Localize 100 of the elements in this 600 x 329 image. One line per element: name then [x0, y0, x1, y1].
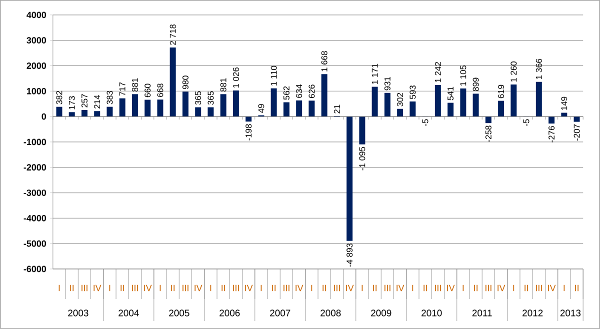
x-tick-label: I — [462, 284, 464, 292]
x-tick-label: IV — [447, 284, 455, 292]
x-tick-label: I — [311, 284, 312, 292]
x-tick-label: III — [384, 284, 390, 292]
x-tick-label: IV — [94, 284, 102, 292]
data-label: 1 026 — [232, 68, 239, 88]
data-label: 980 — [182, 76, 188, 90]
data-label: 365 — [208, 91, 214, 105]
y-tick-label: 0 — [42, 113, 46, 120]
x-tick-label: II — [474, 284, 478, 292]
x-tick-label: II — [575, 284, 578, 292]
text: 2006 — [220, 310, 240, 316]
x-tick-label: III — [132, 284, 138, 292]
data-label: 257 — [81, 94, 88, 108]
x-tick-label: III — [82, 284, 88, 292]
text: 2004 — [118, 310, 139, 316]
x-tick-label: III — [182, 284, 188, 292]
data-label: 717 — [119, 82, 126, 96]
data-label: -1 095 — [359, 146, 366, 170]
text: 2009 — [371, 310, 392, 316]
x-tick-label: IV — [498, 284, 506, 292]
text: 2013 — [560, 310, 581, 316]
text: 2003 — [68, 310, 88, 316]
x-tick-label: II — [322, 284, 326, 292]
text: 2010 — [422, 310, 442, 316]
x-tick-label: III — [334, 284, 340, 292]
x-tick-label: II — [120, 284, 124, 292]
x-tick-label: I — [58, 284, 60, 292]
data-label: 21 — [334, 104, 340, 114]
y-tick-label: 1000 — [27, 88, 46, 94]
x-tick-label: IV — [144, 284, 152, 292]
text: 2007 — [270, 310, 290, 316]
x-tick-label: IV — [245, 284, 253, 292]
data-label: 1 242 — [434, 62, 441, 82]
data-label: 302 — [397, 93, 404, 106]
data-label: 619 — [498, 84, 504, 98]
data-label: 149 — [561, 96, 568, 110]
x-tick-label: IV — [296, 284, 304, 292]
y-tick-label: 3000 — [26, 37, 46, 44]
x-tick-label: II — [524, 284, 528, 292]
x-tick-label: III — [284, 284, 290, 292]
y-tick-label: -2000 — [24, 164, 46, 171]
data-label: 634 — [296, 84, 302, 98]
data-label: 541 — [448, 86, 454, 100]
x-tick-label: III — [435, 284, 441, 292]
x-tick-label: II — [70, 284, 74, 292]
x-tick-label: IV — [396, 284, 404, 292]
data-label: 931 — [384, 77, 390, 90]
text: 2008 — [320, 310, 341, 316]
x-tick-label: I — [109, 284, 110, 292]
x-tick-label: II — [373, 284, 376, 292]
data-label: 899 — [472, 78, 479, 92]
data-label: -198 — [246, 124, 252, 140]
data-label: 881 — [220, 78, 226, 92]
data-label: 173 — [68, 96, 75, 110]
y-tick-label: -6000 — [24, 266, 46, 272]
data-label: 1 668 — [321, 51, 328, 72]
data-label: 382 — [56, 90, 62, 104]
x-tick-label: III — [486, 284, 492, 292]
y-tick-label: -1000 — [24, 138, 46, 146]
text: 2011 — [472, 310, 492, 316]
data-label: 1 260 — [510, 62, 517, 82]
y-tick-label: 2000 — [26, 62, 46, 69]
x-tick-label: I — [210, 284, 212, 292]
y-tick-label: -4000 — [24, 215, 46, 222]
x-tick-label: III — [536, 284, 542, 292]
y-tick-label: -5000 — [24, 240, 46, 247]
x-tick-label: I — [564, 284, 565, 292]
data-label: -5 — [523, 119, 530, 126]
x-tick-label: II — [222, 284, 226, 292]
data-label: 49 — [258, 104, 264, 113]
data-label: 2 718 — [170, 24, 176, 45]
y-tick-label: 4000 — [26, 12, 46, 18]
data-label: 562 — [283, 86, 290, 100]
data-label: 626 — [308, 84, 315, 98]
text: 2005 — [169, 310, 190, 316]
x-tick-label: II — [272, 284, 276, 292]
x-tick-label: II — [171, 284, 175, 292]
data-label: 1 171 — [372, 64, 378, 84]
x-tick-label: II — [424, 284, 427, 292]
x-tick-label: III — [233, 284, 239, 292]
x-tick-label: IV — [194, 284, 202, 292]
data-label: 1 366 — [536, 58, 542, 80]
data-label: 668 — [157, 84, 164, 97]
text: 2012 — [522, 310, 543, 316]
data-label: 383 — [106, 90, 113, 104]
x-tick-label: I — [412, 284, 414, 292]
data-label: 660 — [144, 84, 151, 98]
x-tick-label: IV — [346, 284, 354, 292]
data-label: 881 — [132, 78, 138, 92]
data-label: -4 893 — [346, 243, 353, 267]
data-label: 214 — [94, 95, 100, 109]
data-label: 593 — [410, 86, 416, 99]
x-tick-label: I — [260, 284, 262, 292]
data-label: 1 105 — [460, 65, 466, 86]
data-label: 1 110 — [270, 66, 277, 86]
x-tick-label: I — [513, 284, 514, 292]
data-label: -207 — [574, 124, 580, 141]
data-label: -276 — [548, 126, 555, 142]
x-tick-label: IV — [548, 284, 556, 292]
